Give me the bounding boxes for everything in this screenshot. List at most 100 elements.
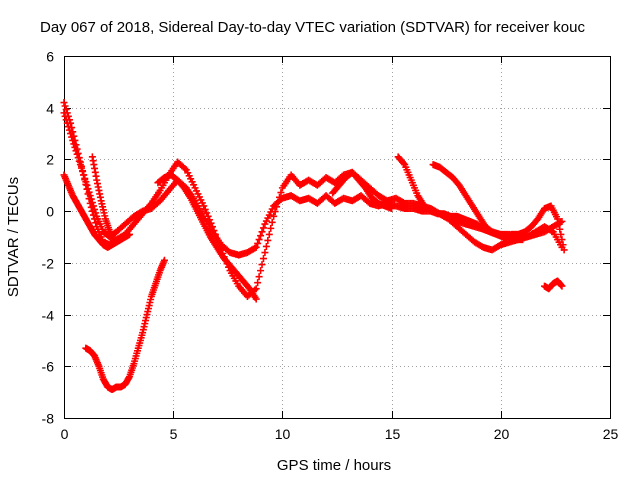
data-point bbox=[271, 208, 279, 216]
data-point bbox=[560, 246, 568, 254]
data-point bbox=[181, 164, 189, 172]
data-point bbox=[268, 218, 276, 226]
data-point bbox=[79, 167, 87, 175]
data-point bbox=[83, 185, 91, 193]
data-point bbox=[252, 243, 260, 251]
data-point bbox=[207, 219, 215, 227]
data-point bbox=[259, 224, 267, 232]
data-point bbox=[400, 159, 408, 167]
data-point bbox=[254, 279, 262, 287]
data-point bbox=[77, 162, 85, 170]
data-point bbox=[126, 230, 134, 238]
data-point bbox=[74, 149, 82, 157]
x-tick-label: 20 bbox=[494, 426, 510, 442]
data-point bbox=[110, 238, 118, 246]
x-tick-label: 5 bbox=[170, 426, 178, 442]
series-track-g bbox=[394, 153, 527, 244]
data-point bbox=[200, 202, 208, 210]
data-point bbox=[252, 285, 260, 293]
data-point bbox=[558, 236, 566, 244]
y-axis-label: SDTVAR / TECUs bbox=[5, 177, 22, 297]
data-point bbox=[67, 119, 75, 127]
data-point bbox=[87, 203, 95, 211]
data-point bbox=[210, 227, 218, 235]
data-point bbox=[84, 190, 92, 198]
data-point bbox=[559, 241, 567, 249]
data-point bbox=[92, 219, 100, 227]
data-point bbox=[89, 211, 97, 219]
data-point bbox=[61, 102, 69, 110]
data-point bbox=[82, 180, 90, 188]
data-point bbox=[69, 128, 77, 136]
data-point bbox=[65, 116, 73, 124]
x-tick-label: 0 bbox=[61, 426, 69, 442]
series-track-e bbox=[88, 153, 118, 246]
data-point bbox=[71, 136, 79, 144]
data-point bbox=[204, 212, 212, 220]
data-point bbox=[267, 224, 275, 232]
data-point bbox=[254, 239, 262, 247]
data-point bbox=[554, 215, 562, 223]
series-track-j bbox=[540, 277, 566, 293]
data-point bbox=[274, 198, 282, 206]
data-point bbox=[209, 223, 217, 231]
data-point bbox=[70, 132, 78, 140]
data-point bbox=[88, 207, 96, 215]
data-point bbox=[252, 295, 260, 303]
data-point bbox=[270, 212, 278, 220]
data-point bbox=[519, 236, 527, 244]
data-point bbox=[201, 205, 209, 213]
chart-title: Day 067 of 2018, Sidereal Day-to-day VTE… bbox=[40, 19, 585, 36]
data-point bbox=[257, 232, 265, 240]
data-point bbox=[255, 236, 263, 244]
data-point bbox=[258, 261, 266, 269]
data-point bbox=[555, 220, 563, 228]
data-point bbox=[264, 236, 272, 244]
data-point bbox=[255, 273, 263, 281]
data-point bbox=[257, 267, 265, 275]
data-point bbox=[557, 230, 565, 238]
data-point bbox=[261, 249, 269, 257]
series-track-h bbox=[429, 161, 568, 254]
data-point bbox=[211, 230, 219, 238]
data-point bbox=[80, 171, 88, 179]
y-tick-label: 6 bbox=[46, 49, 54, 65]
data-point bbox=[75, 154, 83, 162]
y-tick-label: -4 bbox=[42, 308, 55, 324]
x-tick-label: 15 bbox=[385, 426, 401, 442]
y-tick-label: 0 bbox=[46, 204, 54, 220]
data-point bbox=[62, 105, 70, 113]
y-tick-label: -8 bbox=[42, 411, 55, 427]
data-point bbox=[76, 158, 84, 166]
data-point bbox=[259, 255, 267, 263]
x-axis-label: GPS time / hours bbox=[277, 457, 391, 474]
series-track-f bbox=[154, 171, 260, 303]
data-point bbox=[64, 112, 72, 120]
data-point bbox=[556, 225, 564, 233]
data-point bbox=[265, 230, 273, 238]
axis-ticks: 0 5 10 15 20 25 -8 -6 -4 -2 0 2 4 6 bbox=[42, 49, 619, 443]
data-point bbox=[558, 282, 566, 290]
data-point bbox=[86, 199, 94, 207]
data-point bbox=[388, 205, 396, 213]
data-point bbox=[81, 176, 89, 184]
data-point bbox=[206, 216, 214, 224]
data-point bbox=[73, 145, 81, 153]
data-point bbox=[277, 189, 285, 197]
data-point bbox=[273, 203, 281, 211]
data-point bbox=[258, 228, 266, 236]
data-points bbox=[60, 99, 568, 394]
data-point bbox=[85, 195, 93, 203]
data-point bbox=[60, 99, 68, 107]
plot-frame bbox=[64, 56, 611, 419]
data-point bbox=[72, 141, 80, 149]
data-point bbox=[63, 109, 71, 117]
data-point bbox=[262, 242, 270, 250]
series-track-d bbox=[82, 256, 168, 394]
series-track-i bbox=[329, 168, 396, 213]
data-point bbox=[203, 209, 211, 217]
data-point bbox=[68, 124, 76, 132]
y-tick-label: 4 bbox=[46, 101, 54, 117]
data-point bbox=[160, 256, 168, 264]
x-tick-label: 25 bbox=[603, 426, 619, 442]
